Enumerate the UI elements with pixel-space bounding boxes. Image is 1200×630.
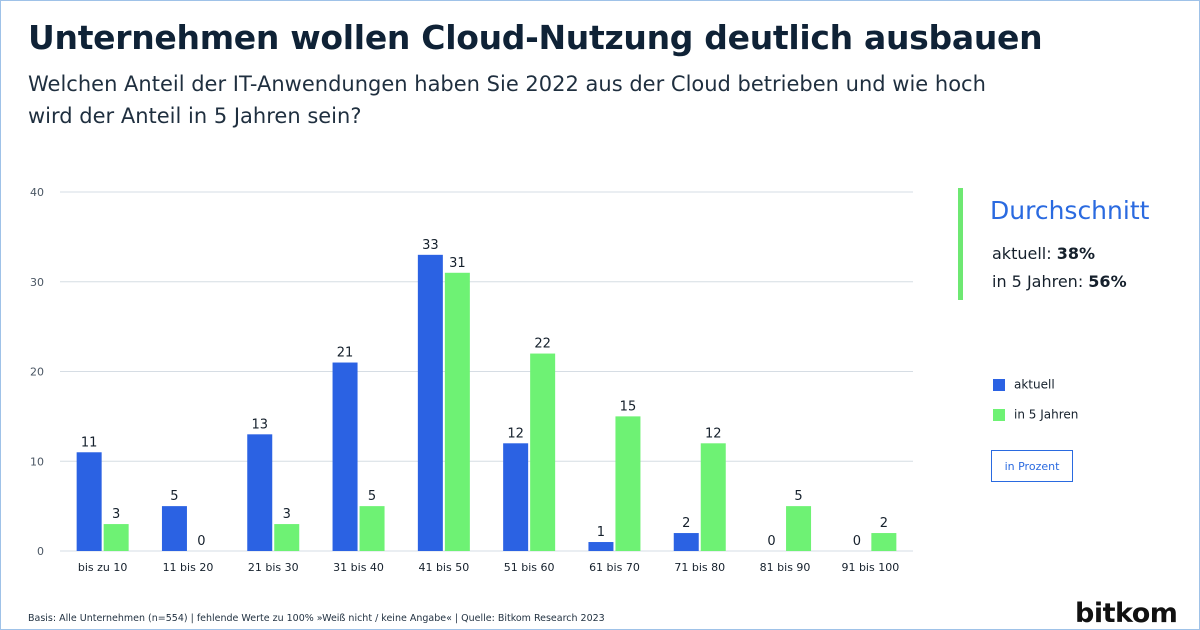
x-tick-label-7: 71 bis 80 bbox=[674, 561, 725, 574]
bitkom-logo: bitkom bbox=[1075, 598, 1178, 629]
average-title: Durchschnitt bbox=[990, 196, 1150, 225]
data-label-future-7: 12 bbox=[705, 426, 722, 441]
page-title: Unternehmen wollen Cloud-Nutzung deutlic… bbox=[28, 18, 1043, 57]
x-tick-label-9: 91 bis 100 bbox=[841, 561, 899, 574]
average-accent-bar bbox=[958, 188, 963, 300]
data-label-current-6: 1 bbox=[597, 525, 605, 540]
data-label-current-5: 12 bbox=[507, 426, 524, 441]
y-tick-label-10: 10 bbox=[30, 455, 44, 468]
y-tick-label-20: 20 bbox=[30, 366, 44, 379]
x-tick-label-6: 61 bis 70 bbox=[589, 561, 640, 574]
data-label-future-6: 15 bbox=[620, 399, 637, 414]
bar-future-9 bbox=[871, 533, 897, 551]
data-label-future-1: 0 bbox=[197, 534, 205, 549]
bar-future-5 bbox=[530, 353, 556, 551]
unit-badge: in Prozent bbox=[991, 450, 1073, 482]
bar-current-3 bbox=[332, 362, 358, 551]
y-tick-label-0: 0 bbox=[37, 545, 44, 558]
bar-current-1 bbox=[161, 506, 187, 551]
x-tick-label-3: 31 bis 40 bbox=[333, 561, 384, 574]
bar-future-8 bbox=[786, 506, 812, 551]
x-tick-label-2: 21 bis 30 bbox=[248, 561, 299, 574]
data-label-current-7: 2 bbox=[682, 516, 690, 531]
data-label-future-0: 3 bbox=[112, 507, 120, 522]
data-label-current-8: 0 bbox=[767, 534, 775, 549]
average-future: in 5 Jahren: 56% bbox=[992, 272, 1127, 291]
legend-item-future: in 5 Jahren bbox=[993, 407, 1078, 423]
legend-label-current: aktuell bbox=[1014, 377, 1055, 392]
x-tick-label-1: 11 bis 20 bbox=[163, 561, 214, 574]
bar-future-6 bbox=[615, 416, 641, 551]
x-tick-label-8: 81 bis 90 bbox=[760, 561, 811, 574]
legend-label-future: in 5 Jahren bbox=[1014, 407, 1079, 422]
legend-item-current: aktuell bbox=[993, 377, 1055, 393]
data-label-future-5: 22 bbox=[534, 337, 551, 352]
bar-current-0 bbox=[76, 452, 102, 551]
y-tick-label-40: 40 bbox=[30, 186, 44, 199]
x-tick-label-0: bis zu 10 bbox=[78, 561, 128, 574]
average-current-label: aktuell: bbox=[992, 244, 1052, 263]
bar-future-7 bbox=[700, 443, 726, 551]
average-current-value: 38% bbox=[1056, 244, 1095, 263]
y-tick-label-30: 30 bbox=[30, 276, 44, 289]
legend-swatch-current bbox=[993, 378, 1005, 391]
bar-current-4 bbox=[417, 254, 443, 551]
bar-future-2 bbox=[274, 524, 300, 551]
data-label-current-2: 13 bbox=[251, 417, 268, 432]
source-note: Basis: Alle Unternehmen (n=554) | fehlen… bbox=[28, 613, 605, 624]
bar-current-2 bbox=[247, 434, 273, 551]
legend-swatch-future bbox=[993, 408, 1005, 421]
data-label-current-1: 5 bbox=[170, 489, 178, 504]
average-current: aktuell: 38% bbox=[992, 244, 1095, 263]
average-future-label: in 5 Jahren: bbox=[992, 272, 1084, 291]
x-tick-label-4: 41 bis 50 bbox=[418, 561, 469, 574]
page-subtitle: Welchen Anteil der IT-Anwendungen haben … bbox=[28, 72, 986, 128]
data-label-current-4: 33 bbox=[422, 238, 439, 253]
data-label-current-3: 21 bbox=[337, 346, 354, 361]
data-label-future-8: 5 bbox=[794, 489, 802, 504]
data-label-future-3: 5 bbox=[368, 489, 376, 504]
data-label-future-4: 31 bbox=[449, 256, 466, 271]
bar-current-6 bbox=[588, 542, 614, 551]
data-label-current-9: 0 bbox=[853, 534, 861, 549]
average-future-value: 56% bbox=[1088, 272, 1127, 291]
data-label-current-0: 11 bbox=[81, 435, 98, 450]
bar-future-3 bbox=[359, 506, 385, 551]
bar-future-4 bbox=[444, 272, 470, 551]
bar-future-0 bbox=[103, 524, 129, 551]
bar-current-5 bbox=[503, 443, 529, 551]
data-label-future-9: 2 bbox=[880, 516, 888, 531]
x-tick-label-5: 51 bis 60 bbox=[504, 561, 555, 574]
data-label-future-2: 3 bbox=[283, 507, 291, 522]
bar-current-7 bbox=[673, 533, 699, 551]
